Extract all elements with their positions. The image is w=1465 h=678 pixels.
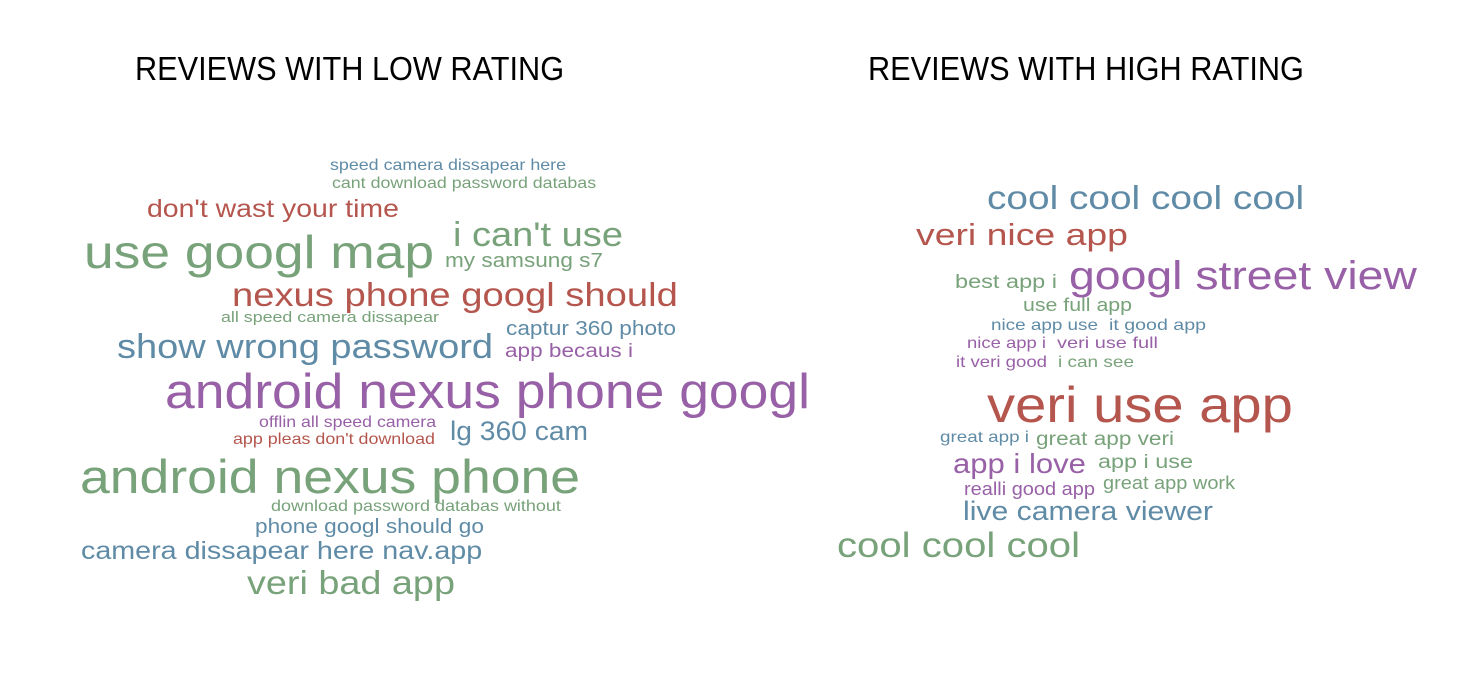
low-cloud-word: nexus phone googl should	[232, 276, 678, 313]
high-cloud-word: great app work	[1103, 473, 1236, 493]
high-cloud-word: veri use full	[1057, 335, 1158, 352]
low-cloud-word: i can't use	[453, 216, 623, 254]
low-cloud-word: veri bad app	[247, 564, 455, 601]
high-cloud-word: cool cool cool	[837, 526, 1081, 565]
high-cloud-word: cool cool cool cool	[987, 179, 1305, 216]
high-cloud-word: nice app i	[967, 335, 1046, 352]
low-cloud-word: show wrong password	[117, 328, 494, 366]
low-cloud-word: all speed camera dissapear	[221, 309, 439, 326]
high-cloud-word: app i love	[953, 448, 1086, 479]
high-cloud-word: googl street view	[1069, 254, 1417, 298]
low-cloud-word: app pleas don't download	[233, 431, 435, 448]
high-cloud-word: nice app use	[991, 317, 1098, 334]
high-cloud-word: app i use	[1098, 452, 1194, 473]
low-cloud-word: offlin all speed camera	[259, 414, 437, 431]
high-cloud-word: it veri good	[956, 354, 1048, 371]
high-cloud-word: best app i	[955, 272, 1058, 293]
high-cloud-word: it good app	[1109, 317, 1207, 334]
low-cloud-word: my samsung s7	[445, 250, 603, 272]
high-cloud-word: great app veri	[1036, 429, 1175, 450]
low-cloud-word: camera dissapear here nav.app	[81, 537, 483, 565]
low-cloud-word: speed camera dissapear here	[330, 157, 567, 174]
low-cloud-word: cant download password databas	[332, 175, 597, 192]
high-cloud-word: i can see	[1058, 354, 1135, 371]
high-cloud-word: live camera viewer	[963, 496, 1213, 526]
low-cloud-word: android nexus phone	[80, 450, 581, 503]
low-cloud-word: app becaus i	[505, 341, 634, 362]
high-rating-title: REVIEWS WITH HIGH RATING	[868, 50, 1304, 87]
low-cloud-word: use googl map	[84, 226, 435, 278]
high-cloud-word: great app i	[940, 429, 1029, 446]
low-cloud-word: captur 360 photo	[506, 318, 676, 340]
low-cloud-word: android nexus phone googl	[165, 365, 811, 419]
high-cloud-word: veri use app	[987, 377, 1293, 433]
low-rating-title: REVIEWS WITH LOW RATING	[135, 50, 565, 87]
high-cloud-word: use full app	[1023, 295, 1133, 315]
high-cloud-word: veri nice app	[916, 217, 1128, 252]
low-cloud-word: lg 360 cam	[450, 416, 589, 446]
high-cloud-word: realli good app	[964, 479, 1095, 499]
low-cloud-word: phone googl should go	[255, 516, 484, 538]
low-cloud-word: don't wast your time	[147, 195, 399, 223]
low-cloud-word: download password databas without	[271, 498, 561, 515]
